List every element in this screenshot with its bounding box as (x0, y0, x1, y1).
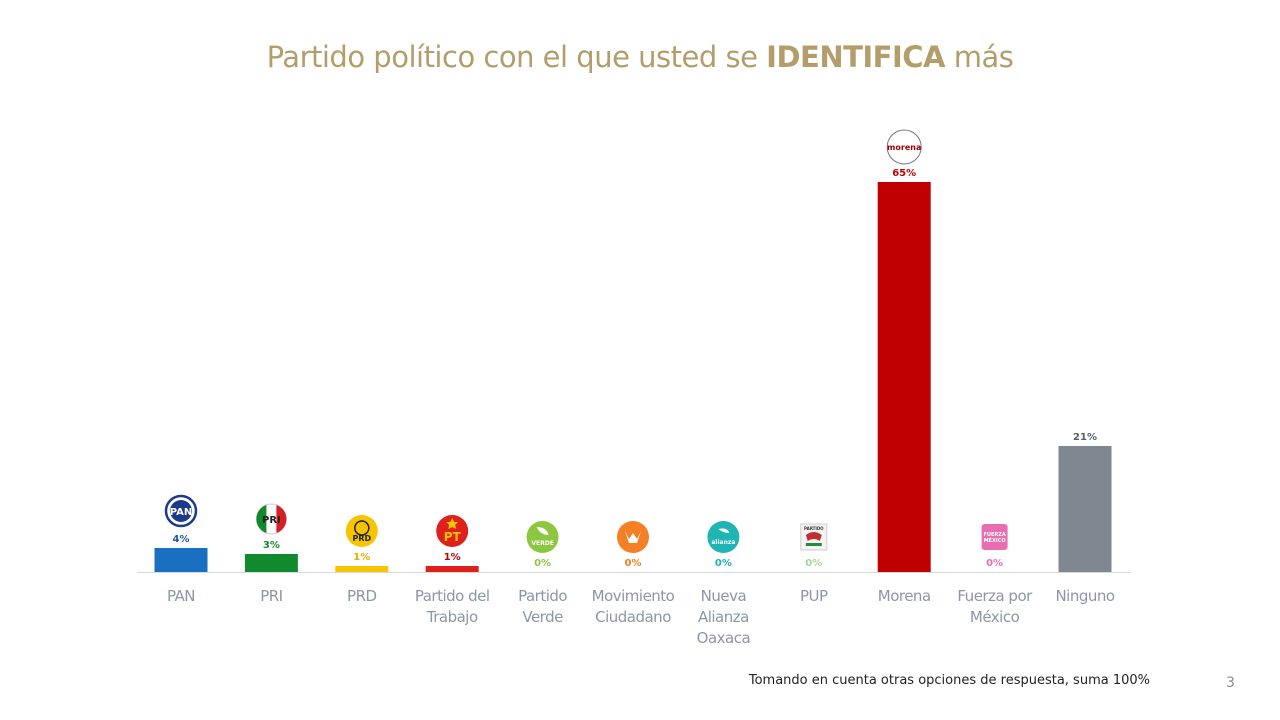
footnote: Tomando en cuenta otras opciones de resp… (748, 673, 1150, 688)
logo-text: PAN (170, 507, 193, 518)
x-tick-label: México (970, 608, 1020, 626)
x-tick-label: Oaxaca (697, 629, 751, 647)
logo-part (436, 515, 469, 547)
logo-text: PT (444, 530, 462, 544)
x-tick-label: PAN (167, 587, 195, 605)
logo-text: MÉXICO (984, 536, 1006, 544)
pri-logo-icon: PRI (255, 503, 287, 535)
logo-text: morena (887, 143, 921, 152)
verde-logo-icon: VERDE (526, 521, 559, 553)
x-tick-label: PRI (260, 587, 282, 605)
bar (877, 182, 931, 572)
x-tick-label: Alianza (698, 608, 749, 626)
page-number: 3 (1226, 675, 1235, 691)
data-label: 3% (263, 540, 280, 551)
pan-logo-icon: PAN (164, 494, 198, 528)
data-label: 1% (353, 552, 370, 563)
logo-part (170, 500, 192, 522)
x-tick-label: PRD (347, 587, 377, 605)
logo-part (526, 521, 559, 553)
x-tick-label: Movimiento (592, 587, 675, 605)
logo-part (256, 505, 267, 533)
data-label: 0% (986, 558, 1003, 569)
data-label: 0% (715, 558, 732, 569)
bar (154, 548, 208, 572)
logo-part (886, 129, 922, 165)
bar (425, 566, 479, 572)
logo-part (805, 543, 822, 546)
x-tick-label: Trabajo (426, 608, 478, 626)
x-tick-label: Partido (518, 587, 567, 605)
logo-text: PRI (262, 515, 281, 526)
data-label: 0% (534, 558, 551, 569)
x-tick-label: Fuerza por (957, 587, 1033, 605)
logo-part (805, 532, 822, 541)
logo-part (981, 524, 1008, 550)
logo-part (536, 527, 549, 535)
x-tick-label: Verde (522, 608, 563, 626)
logo-part (276, 505, 287, 533)
x-tick-label: Morena (878, 587, 931, 605)
pt-logo-icon: PT (436, 515, 469, 547)
x-tick-label: Ciudadano (595, 608, 671, 626)
x-tick-label: PUP (800, 587, 828, 605)
nueva-alianza-logo-icon: alianza (707, 521, 740, 553)
data-label: 4% (173, 534, 190, 545)
title-prefix: Partido político con el que usted se (266, 40, 758, 74)
pup-logo-icon: PARTIDO (800, 523, 828, 551)
title-emphasis: IDENTIFICA (766, 40, 945, 74)
logo-part (345, 515, 378, 547)
data-label: 21% (1073, 432, 1097, 443)
data-label: 0% (625, 558, 642, 569)
prd-logo-icon: PRD (345, 515, 378, 547)
morena-logo-icon: morena (886, 129, 922, 165)
chart-title: Partido político con el que usted se IDE… (0, 40, 1280, 74)
logo-text: VERDE (531, 540, 553, 547)
data-label: 0% (805, 558, 822, 569)
logo-part (446, 518, 459, 529)
bar (1058, 446, 1112, 572)
logo-text: FUERZA (983, 532, 1005, 538)
movimiento-ciudadano-logo-icon (617, 521, 649, 553)
logo-part (625, 531, 641, 543)
logo-text: PARTIDO (804, 526, 824, 531)
logo-part (354, 520, 370, 536)
x-tick-label: Nueva (701, 587, 747, 605)
logo-part (718, 528, 730, 533)
data-label: 1% (444, 552, 461, 563)
data-label: 65% (892, 168, 916, 179)
bar (335, 566, 389, 572)
title-suffix: más (953, 40, 1014, 74)
logo-part (707, 521, 740, 553)
x-tick-label: Partido del (415, 587, 490, 605)
bar (244, 554, 298, 572)
logo-text: alianza (711, 539, 735, 546)
logo-text: PRD (352, 534, 371, 543)
x-tick-label: Ninguno (1055, 587, 1114, 605)
